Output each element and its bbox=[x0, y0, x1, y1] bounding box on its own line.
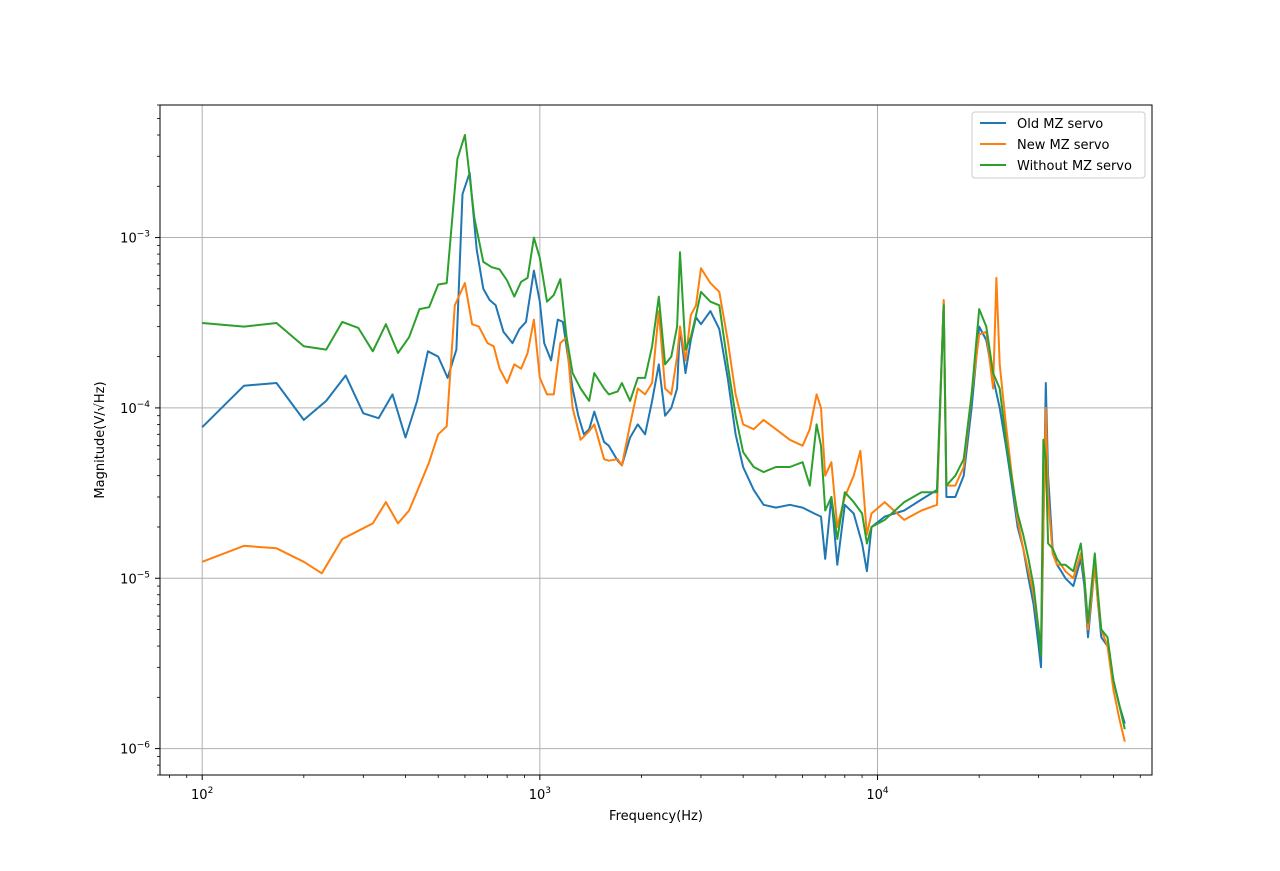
grid-lines bbox=[160, 105, 1152, 775]
y-axis-label: Magnitude(V/√Hz) bbox=[93, 381, 108, 498]
legend-label-new-mz-servo: New MZ servo bbox=[1017, 138, 1110, 153]
legend-label-old-mz-servo: Old MZ servo bbox=[1017, 117, 1103, 132]
series-line-without-mz-servo bbox=[202, 134, 1126, 730]
x-axis-label: Frequency(Hz) bbox=[609, 809, 703, 824]
plot-area-frame bbox=[159, 104, 1153, 776]
series-layer bbox=[201, 134, 1126, 742]
legend: Old MZ servo New MZ servo Without MZ ser… bbox=[971, 111, 1146, 179]
legend-box bbox=[971, 111, 1146, 179]
series-line-old-mz-servo bbox=[201, 171, 1126, 724]
legend-label-without-mz-servo: Without MZ servo bbox=[1017, 159, 1132, 174]
